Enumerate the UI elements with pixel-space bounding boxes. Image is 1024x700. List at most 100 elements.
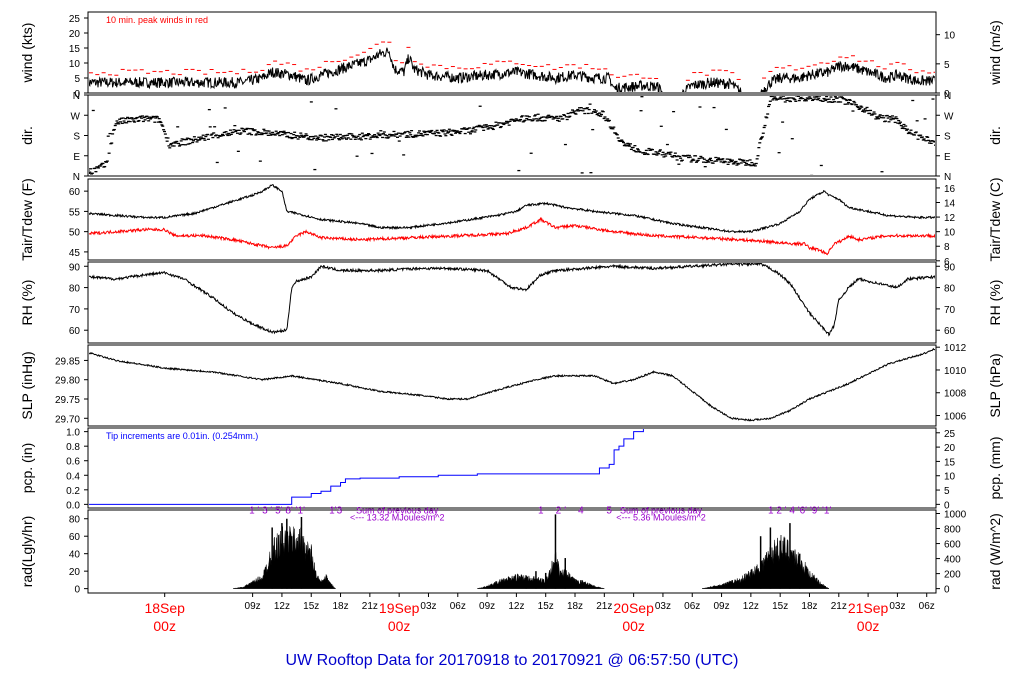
rad-hour-mark: 5	[606, 505, 612, 516]
tick-label-left: 0.0	[66, 500, 80, 511]
tick-label-left: 25	[69, 14, 81, 25]
tick-label-left: 90	[69, 262, 81, 273]
tick-label-left: 0	[74, 585, 80, 596]
x-tick-label: 03z	[420, 601, 436, 612]
tick-label-right: 1006	[944, 412, 967, 423]
tick-label-left: 60	[69, 187, 81, 198]
x-tick-label: 21z	[831, 601, 847, 612]
x-tick-label: 09z	[713, 601, 729, 612]
rad-daily-sum: <--- 5.36 MJoules/m^2	[616, 512, 706, 522]
rad-daily-sum: Sum of previous day	[356, 505, 439, 515]
tick-label-right: 90	[944, 262, 956, 273]
tick-label-left: 29.85	[55, 356, 80, 367]
x-tick-label: 09z	[245, 601, 261, 612]
tick-label-right: 15	[944, 457, 956, 468]
tick-label-right: N	[944, 91, 951, 102]
tick-label-left: 0	[74, 89, 80, 100]
panel-frame	[87, 427, 937, 509]
x-tick-label: 12z	[743, 601, 759, 612]
series-RH	[89, 263, 935, 337]
series-precip	[89, 429, 644, 505]
tick-label-right: 10	[944, 228, 956, 239]
ylabel-left: wind (kts)	[19, 23, 35, 84]
tick-label-right: 1012	[944, 343, 967, 354]
date-label: 19Sep	[379, 600, 420, 616]
tick-label-left: 5	[74, 74, 80, 85]
tick-label-right: 20	[944, 443, 956, 454]
ylabel-left: pcp. (in)	[19, 443, 35, 494]
tick-label-right: 0	[944, 500, 950, 511]
x-tick-label: 15z	[303, 601, 319, 612]
tick-label-left: 80	[69, 284, 81, 295]
ylabel-right: SLP (hPa)	[987, 353, 1003, 417]
date-label: 20Sep	[613, 600, 654, 616]
series-group	[89, 263, 935, 337]
series-Tdew	[89, 216, 935, 256]
tick-label-left: N	[73, 91, 80, 102]
tick-label-right: 6	[944, 257, 950, 268]
x-tick-label: 21z	[596, 601, 612, 612]
series-peak-winds	[89, 41, 935, 81]
ylabel-left: RH (%)	[19, 280, 35, 326]
tick-label-right: 800	[944, 525, 961, 536]
panel-pcp: pcp. (in) pcp. (mm) 0.0 0.2 0.4 0.6 0.8 1.0 0 5 10…	[19, 427, 1003, 511]
rad-daily-sum: <--- 13.32 MJoules/m^2	[350, 512, 445, 522]
chart-title: UW Rooftop Data for 20170918 to 20170921…	[286, 652, 739, 669]
tick-label-left: 0.8	[66, 442, 80, 453]
series-group	[89, 347, 935, 422]
tick-label-right: 1010	[944, 366, 967, 377]
series-wind-speed	[89, 47, 935, 92]
rad-hour-mark: 1 ' 3 ' 5' 8' '1'	[249, 505, 305, 516]
tick-label-left: E	[73, 152, 80, 163]
series-group	[89, 96, 935, 175]
tick-label-left: 45	[69, 248, 81, 259]
tick-label-left: W	[71, 111, 81, 122]
series-group	[89, 41, 935, 92]
panel-frame	[87, 261, 937, 344]
series-Tair	[89, 184, 935, 234]
x-tick-label: 09z	[479, 601, 495, 612]
x-tick-label: 06z	[919, 601, 935, 612]
rad-hour-mark: 1'3	[329, 505, 342, 516]
tick-label-left: S	[73, 132, 80, 143]
ylabel-left: Tair/Tdew (F)	[19, 178, 35, 260]
x-tick-label: 03z	[655, 601, 671, 612]
x-tick-label: 15z	[772, 601, 788, 612]
tick-label-right: 5	[944, 486, 950, 497]
x-tick-label: 03z	[889, 601, 905, 612]
tick-label-left: 70	[69, 305, 81, 316]
rad-hour-mark: 1 2 ' 4 '6' '9' '1'	[768, 505, 831, 516]
radiation-day-1	[232, 526, 337, 589]
panel-rh: RH (%) RH (%) 60 70 80 90 60 70 80 90	[19, 261, 1003, 344]
tick-label-left: 60	[69, 532, 81, 543]
panel-temp: Tair/Tdew (F) Tair/Tdew (C) 45 50 55 60 6 8 10 12…	[19, 177, 1003, 267]
ylabel-right: RH (%)	[987, 280, 1003, 326]
tick-label-left: 29.80	[55, 376, 80, 387]
ylabel-right: wind (m/s)	[987, 20, 1003, 86]
panel-slp: SLP (inHg) SLP (hPa) 29.70 29.75 29.80 29.85 1…	[19, 343, 1003, 427]
tick-label-right: N	[944, 172, 951, 183]
panel-frame	[87, 11, 937, 94]
date-label: 21Sep	[848, 600, 889, 616]
tick-label-right: 600	[944, 540, 961, 551]
tick-label-right: S	[944, 132, 951, 143]
tick-label-right: 200	[944, 570, 961, 581]
ylabel-left: dir.	[19, 126, 35, 145]
tick-label-right: W	[944, 111, 954, 122]
date-zone-label: 00z	[388, 618, 411, 634]
tick-label-left: 20	[69, 29, 81, 40]
panel-frame	[87, 509, 937, 594]
panel-wind: wind (kts) wind (m/s) 0 5 10 15 20 25 0 5 10 10 min…	[19, 11, 1003, 100]
x-tick-label: 18z	[567, 601, 583, 612]
date-zone-label: 00z	[153, 618, 176, 634]
tick-label-right: 10	[944, 472, 956, 483]
x-tick-label: 21z	[362, 601, 378, 612]
tick-label-left: 1.0	[66, 428, 80, 439]
tick-label-right: 1008	[944, 389, 967, 400]
time-axis: 09z 12z 15z 18z 21z 03z 06z 09z 12z 15z 18z 21z 03z 0…	[144, 593, 935, 634]
tick-label-right: 25	[944, 429, 956, 440]
tick-label-right: 60	[944, 326, 956, 337]
date-zone-label: 00z	[857, 618, 880, 634]
date-label: 18Sep	[144, 600, 185, 616]
tick-label-left: 0.4	[66, 471, 80, 482]
